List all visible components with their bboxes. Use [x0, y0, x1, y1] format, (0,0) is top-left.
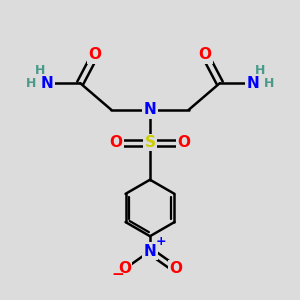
Text: O: O [109, 135, 122, 150]
Text: N: N [144, 244, 156, 259]
Text: O: O [169, 261, 182, 276]
Text: O: O [88, 47, 101, 62]
Text: N: N [246, 76, 259, 91]
Text: H: H [264, 76, 274, 90]
Text: H: H [26, 76, 36, 90]
Text: −: − [111, 267, 124, 282]
Text: N: N [144, 102, 156, 117]
Text: O: O [118, 261, 131, 276]
Text: O: O [178, 135, 191, 150]
Text: S: S [145, 135, 155, 150]
Text: H: H [255, 64, 265, 77]
Text: N: N [41, 76, 54, 91]
Text: H: H [35, 64, 45, 77]
Text: +: + [156, 235, 166, 248]
Text: O: O [199, 47, 212, 62]
